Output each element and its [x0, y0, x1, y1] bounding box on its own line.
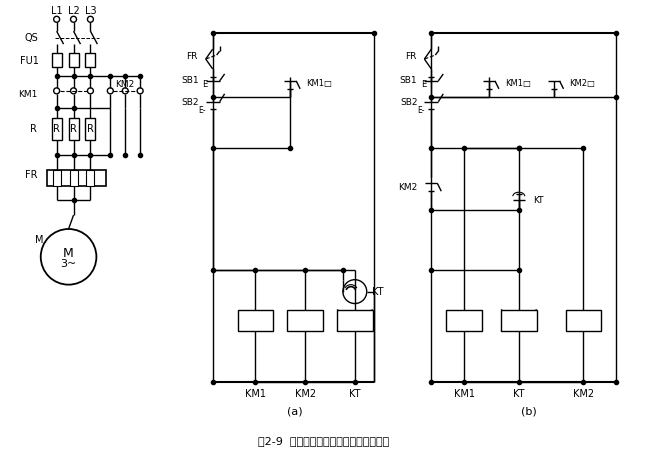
Bar	[447, 309, 482, 331]
Bar	[52, 118, 62, 139]
Text: KM2: KM2	[398, 183, 417, 192]
Text: E: E	[202, 80, 208, 90]
Text: R: R	[53, 123, 60, 133]
Text: KM2: KM2	[295, 389, 315, 399]
Bar	[501, 309, 537, 331]
Text: SB1: SB1	[181, 76, 199, 85]
Text: KT: KT	[513, 389, 524, 399]
Text: R: R	[70, 123, 77, 133]
Bar	[288, 309, 323, 331]
Text: M: M	[35, 235, 43, 245]
Text: KM2: KM2	[573, 389, 594, 399]
Text: (a): (a)	[288, 407, 303, 417]
Text: KT: KT	[372, 287, 383, 297]
Bar	[86, 118, 95, 139]
Text: KM2: KM2	[116, 80, 135, 90]
Text: SB2: SB2	[400, 98, 417, 107]
Text: 3~: 3~	[60, 259, 77, 269]
Text: E: E	[421, 80, 426, 90]
Bar	[52, 53, 62, 67]
Text: KM2□: KM2□	[570, 80, 595, 88]
Bar	[86, 170, 94, 186]
Text: 图2-9  定子电路串电阻降压启动控制线路: 图2-9 定子电路串电阻降压启动控制线路	[258, 436, 389, 446]
Text: (b): (b)	[521, 407, 537, 417]
Text: FU1: FU1	[20, 56, 39, 66]
Text: SB1: SB1	[400, 76, 417, 85]
Text: KM1: KM1	[245, 389, 266, 399]
Bar	[47, 170, 106, 186]
Text: KM1: KM1	[18, 90, 38, 99]
Text: R: R	[87, 123, 94, 133]
Text: KM1□: KM1□	[306, 80, 332, 88]
Text: R: R	[30, 123, 37, 133]
Bar	[69, 118, 79, 139]
Bar	[69, 53, 79, 67]
Text: FR: FR	[25, 170, 38, 181]
Text: SB2: SB2	[181, 98, 199, 107]
Bar	[53, 170, 60, 186]
Bar	[86, 53, 95, 67]
Text: KM1: KM1	[454, 389, 474, 399]
Text: FR: FR	[405, 52, 417, 61]
Bar	[565, 309, 602, 331]
Text: FR: FR	[186, 52, 198, 61]
Bar	[69, 170, 77, 186]
Text: QS: QS	[25, 33, 39, 43]
Text: E-: E-	[417, 106, 424, 115]
Bar	[238, 309, 273, 331]
Text: E-: E-	[198, 106, 206, 115]
Text: L1: L1	[51, 6, 62, 16]
Text: KM1□: KM1□	[505, 80, 531, 88]
Text: KT: KT	[533, 196, 543, 205]
Text: KT: KT	[349, 389, 361, 399]
Text: L3: L3	[84, 6, 96, 16]
Text: L2: L2	[67, 6, 79, 16]
Bar	[337, 309, 373, 331]
Text: M: M	[63, 247, 74, 260]
